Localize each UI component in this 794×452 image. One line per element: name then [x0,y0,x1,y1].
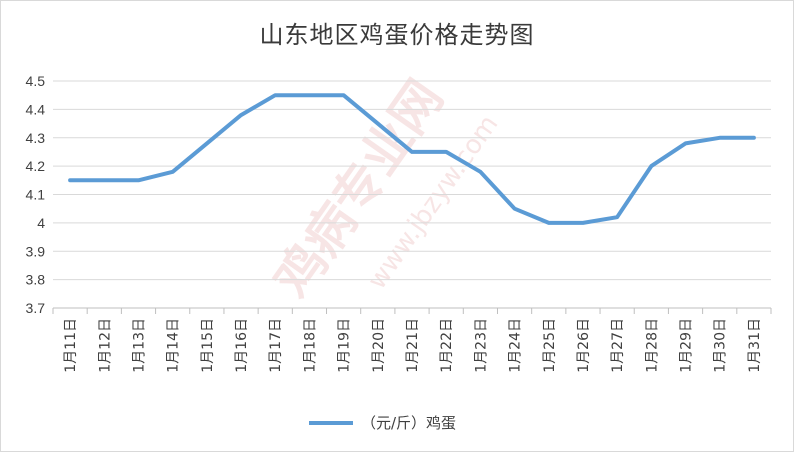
x-tick-label: 1月25日 [542,318,558,373]
x-tick-label: 1月12日 [97,318,113,373]
x-tick-label: 1月18日 [302,318,318,373]
y-axis: 3.7 3.8 3.9 4 4.1 4.2 4.3 4.4 4.5 [26,73,46,316]
y-tick-label: 3.8 [26,272,46,288]
x-tick-label: 1月27日 [610,318,626,373]
y-tick-label: 4.1 [26,187,46,203]
x-tick-label: 1月30日 [713,318,729,373]
x-tick-label: 1月26日 [576,318,592,373]
x-tick-label: 1月22日 [439,318,455,373]
x-tick-label: 1月20日 [371,318,387,373]
x-tick-label: 1月16日 [234,318,250,373]
x-tick-label: 1月13日 [131,318,147,373]
y-tick-label: 4.3 [26,130,46,146]
x-tick-label: 1月28日 [644,318,660,373]
x-tick-label: 1月31日 [747,318,763,373]
legend-label: （元/斤）鸡蛋 [361,414,456,432]
x-axis: 1月11日 1月12日 1月13日 1月14日 1月15日 1月16日 1月17日 1月18日… [52,308,772,373]
x-tick-label: 1月15日 [200,318,216,373]
x-tick-label: 1月29日 [679,318,695,373]
y-tick-label: 3.9 [26,243,46,259]
x-tick-label: 1月24日 [508,318,524,373]
x-tick-label: 1月17日 [268,318,284,373]
y-tick-label: 4 [37,215,45,231]
series-lines [68,93,756,225]
x-tick-label: 1月23日 [473,318,489,373]
legend[interactable]: （元/斤）鸡蛋 [309,414,456,432]
y-tick-label: 4.2 [26,158,46,174]
x-tick-label: 1月14日 [166,318,182,373]
gridlines [53,80,771,309]
watermark: 鸡病专业网 www.jbzyw.com [263,70,504,308]
y-tick-label: 3.7 [26,300,46,316]
x-tick-label: 1月21日 [405,318,421,373]
series-line [68,93,756,225]
y-tick-label: 4.5 [26,73,46,89]
chart-title: 山东地区鸡蛋价格走势图 [259,21,535,49]
x-tick-label: 1月19日 [337,318,353,373]
y-tick-label: 4.4 [26,101,46,117]
x-tick-label: 1月11日 [63,318,79,373]
